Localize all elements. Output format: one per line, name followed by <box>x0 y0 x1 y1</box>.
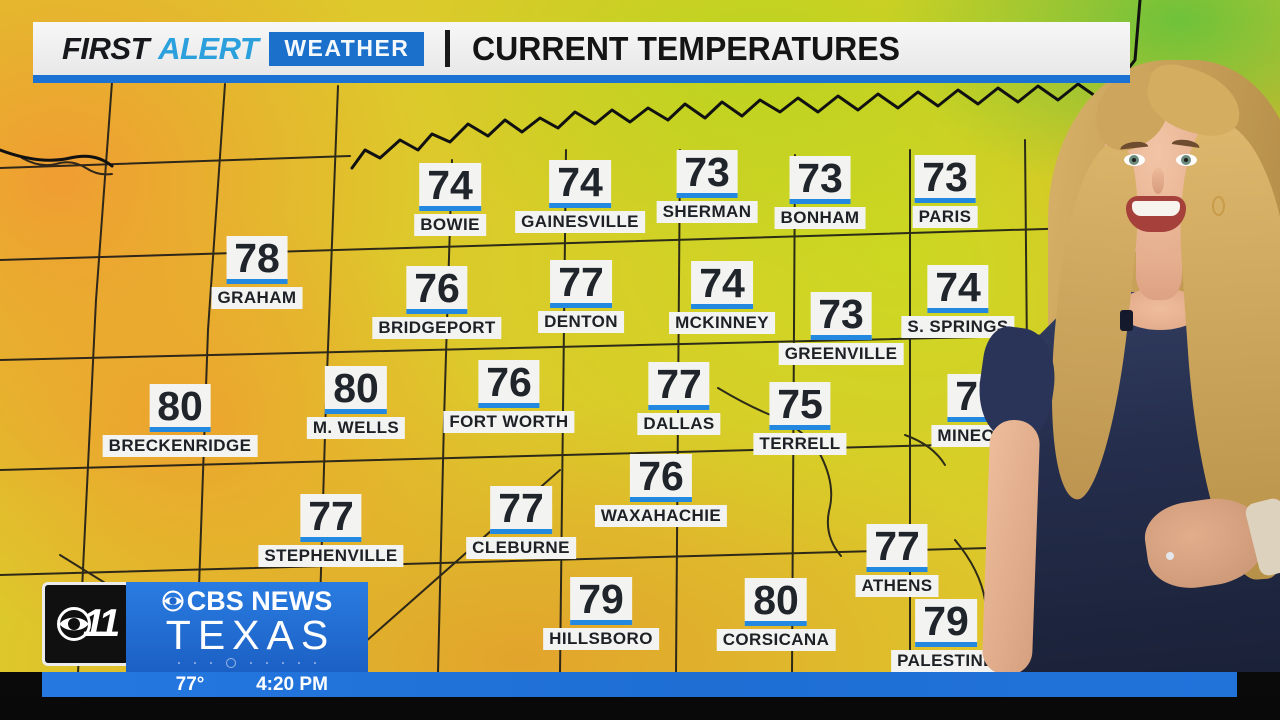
station-city: M. WELLS <box>306 417 406 439</box>
station-temp: 77 <box>490 486 552 534</box>
station-temp: 78 <box>226 236 288 284</box>
station-temp: 73 <box>810 292 872 340</box>
station-city: DENTON <box>538 311 624 333</box>
station-temp: 77 <box>947 374 1009 422</box>
station-gainesville: 74 GAINESVILLE <box>515 160 645 233</box>
station-city: CORSICANA <box>716 629 836 651</box>
network-name: CBS NEWS <box>186 585 333 616</box>
station-athens: 77 ATHENS <box>855 524 939 597</box>
station-temp: 76 <box>630 454 692 502</box>
station-city: BRECKENRIDGE <box>102 435 258 457</box>
station-temp: 80 <box>149 384 211 432</box>
station-temp: 77 <box>866 524 928 572</box>
station-temp: 73 <box>914 155 976 203</box>
region-name: TEXAS <box>165 611 336 658</box>
station-city: GAINESVILLE <box>515 211 645 233</box>
station-bowie: 74 BOWIE <box>414 163 486 236</box>
station-paris: 73 PARIS <box>912 155 978 228</box>
cbs-11-logo: 11 <box>42 582 131 666</box>
brand-first: FIRST <box>62 30 150 66</box>
station-waxahachie: 76 WAXAHACHIE <box>594 454 728 527</box>
station-temp: 77 <box>648 362 710 410</box>
station-temp: 74 <box>691 261 753 309</box>
station-temp: 74 <box>419 163 481 211</box>
station-bonham: 73 BONHAM <box>774 156 866 229</box>
station-mckinney: 74 MCKINNEY <box>669 261 775 334</box>
cbs-eye-icon-small <box>162 590 184 612</box>
station-city: WAXAHACHIE <box>594 505 728 527</box>
cbs-news-texas-logo: CBS NEWS TEXAS <box>126 582 368 672</box>
page-title: CURRENT TEMPERATURES <box>472 29 901 67</box>
station-bridgeport: 76 BRIDGEPORT <box>372 266 502 339</box>
header-banner: FIRST ALERT WEATHER CURRENT TEMPERATURES <box>33 22 1130 75</box>
station-city: MCKINNEY <box>669 312 775 334</box>
station-temp: 76 <box>406 266 468 314</box>
stations-layer: 74 BOWIE 74 GAINESVILLE 73 SHERMAN 73 BONHAM 73 P… <box>102 150 1025 672</box>
station-temp: 74 <box>927 265 989 313</box>
station-hillsboro: 79 HILLSBORO <box>543 577 659 650</box>
station-m-wells: 80 M. WELLS <box>306 366 406 439</box>
first-alert-weather-logo: FIRST ALERT WEATHER <box>62 30 425 67</box>
letterbox-bar <box>0 697 1280 720</box>
station-city: PARIS <box>912 206 978 228</box>
station-sherman: 73 SHERMAN <box>656 150 758 223</box>
current-time: 4:20 PM <box>256 674 328 695</box>
station-breckenridge: 80 BRECKENRIDGE <box>102 384 258 457</box>
station-denton: 77 DENTON <box>538 260 624 333</box>
station-number: 11 <box>82 602 120 645</box>
station-temp: 77 <box>550 260 612 308</box>
station-stephenville: 77 STEPHENVILLE <box>258 494 404 567</box>
station-cleburne: 77 CLEBURNE <box>466 486 576 559</box>
station-temp: 79 <box>570 577 632 625</box>
station-city: BONHAM <box>774 207 866 229</box>
station-fort-worth: 76 FORT WORTH <box>443 360 575 433</box>
station-city: BOWIE <box>414 214 486 236</box>
brand-weather-badge: WEATHER <box>269 31 425 66</box>
station-dallas: 77 DALLAS <box>637 362 721 435</box>
station-palestine: 79 PALESTINE <box>891 599 1001 672</box>
station-city: SHERMAN <box>656 201 758 223</box>
station-graham: 78 GRAHAM <box>211 236 303 309</box>
station-s-springs: 74 S. SPRINGS <box>901 265 1015 338</box>
station-city: CLEBURNE <box>466 537 576 559</box>
station-terrell: 75 TERRELL <box>753 382 847 455</box>
cbs-eye-icon <box>56 607 91 641</box>
station-city: BRIDGEPORT <box>372 317 502 339</box>
station-temp: 73 <box>789 156 851 204</box>
station-city: DALLAS <box>637 413 721 435</box>
station-temp: 75 <box>769 382 831 430</box>
station-city: S. SPRINGS <box>901 316 1015 338</box>
header-separator <box>445 30 451 67</box>
logo-dots-decoration <box>178 658 316 669</box>
header-underline <box>33 75 1130 83</box>
station-city: GREENVILLE <box>778 343 904 365</box>
station-corsicana: 80 CORSICANA <box>716 578 836 651</box>
status-strip: 77° 4:20 PM <box>42 672 1237 698</box>
station-temp: 77 <box>300 494 362 542</box>
station-greenville: 73 GREENVILLE <box>778 292 904 365</box>
station-temp: 74 <box>549 160 611 208</box>
bottom-corner-left <box>0 672 42 698</box>
current-temperature: 77° <box>175 674 205 695</box>
station-temp: 80 <box>745 578 807 626</box>
station-temp: 79 <box>915 599 977 647</box>
station-city: FORT WORTH <box>443 411 575 433</box>
station-temp: 73 <box>676 150 738 198</box>
brand-alert: ALERT <box>158 30 259 66</box>
bottom-corner-right <box>1237 672 1280 698</box>
station-city: ATHENS <box>855 575 939 597</box>
station-city: GRAHAM <box>211 287 303 309</box>
station-city: TERRELL <box>753 433 847 455</box>
station-temp: 76 <box>478 360 540 408</box>
station-mineola: 77 MINEOLA <box>931 374 1025 447</box>
station-city: PALESTINE <box>891 650 1001 672</box>
station-city: HILLSBORO <box>543 628 659 650</box>
station-city: MINEOLA <box>931 425 1025 447</box>
station-temp: 80 <box>325 366 387 414</box>
station-city: STEPHENVILLE <box>258 545 404 567</box>
